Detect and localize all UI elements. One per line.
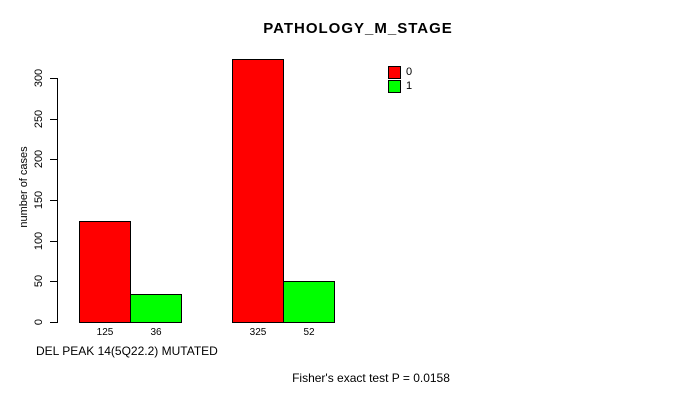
- y-tick-label: 100: [33, 231, 45, 251]
- legend-entry-label: 0: [406, 66, 413, 78]
- y-tick: [50, 119, 57, 120]
- legend-entry-label: 1: [406, 80, 413, 92]
- bar: [130, 294, 182, 323]
- y-tick-label: 150: [33, 190, 45, 210]
- y-tick-label: 0: [33, 318, 45, 326]
- legend-color-swatch: [388, 66, 401, 79]
- y-tick: [50, 78, 57, 79]
- y-axis-label: number of cases: [18, 146, 30, 228]
- y-tick: [50, 200, 57, 201]
- chart-title: PATHOLOGY_M_STAGE: [263, 20, 453, 37]
- y-tick: [50, 281, 57, 282]
- bar-value-label: 325: [249, 327, 267, 338]
- bar: [232, 59, 284, 323]
- y-tick: [50, 159, 57, 160]
- y-tick: [50, 241, 57, 242]
- legend-entry: 0: [388, 66, 412, 79]
- legend-color-swatch: [388, 80, 401, 93]
- y-tick-label: 300: [33, 68, 45, 88]
- y-tick-label: 250: [33, 109, 45, 129]
- bar-value-label: 36: [150, 327, 162, 338]
- bar: [283, 281, 335, 323]
- bar: [79, 221, 131, 323]
- x-axis-label: DEL PEAK 14(5Q22.2) MUTATED: [36, 344, 218, 358]
- y-tick: [50, 322, 57, 323]
- stat-annotation: Fisher's exact test P = 0.0158: [292, 371, 450, 385]
- y-axis-line: [57, 78, 58, 323]
- y-tick-label: 200: [33, 149, 45, 169]
- y-tick-label: 50: [33, 274, 45, 288]
- bar-value-label: 125: [96, 327, 114, 338]
- bar-value-label: 52: [303, 327, 315, 338]
- legend-entry: 1: [388, 80, 412, 93]
